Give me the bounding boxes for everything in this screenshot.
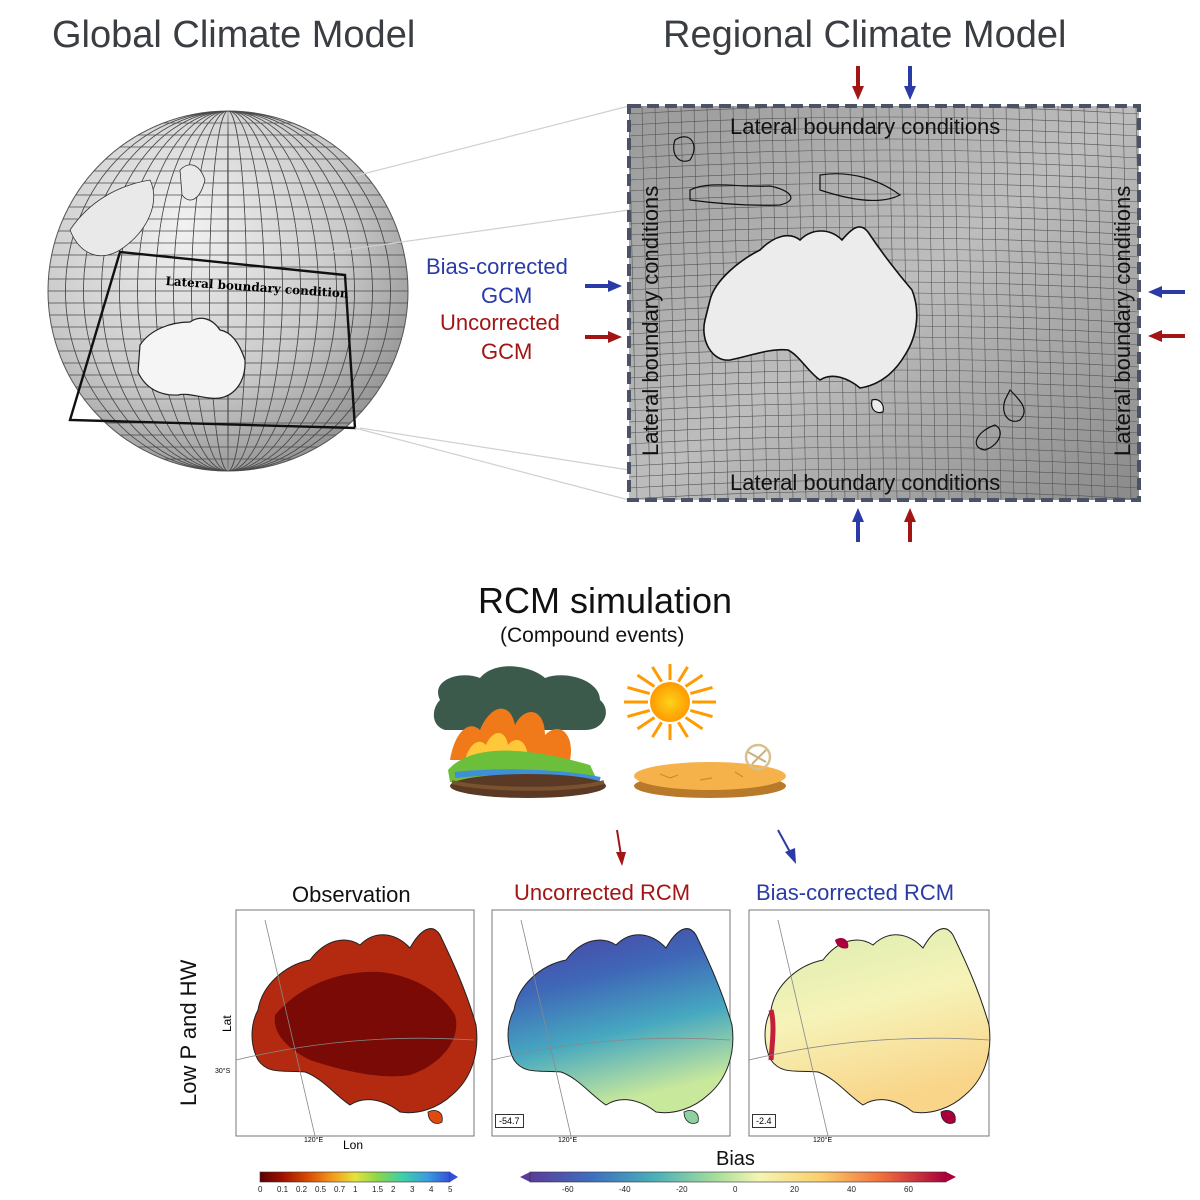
bias-colorbar-tick: -40 (619, 1185, 631, 1194)
bias-colorbar-label: Bias (716, 1148, 755, 1170)
lbc-bottom-label: Lateral boundary conditions (730, 470, 1001, 495)
observation-colorbar-tick: 0.2 (296, 1185, 308, 1194)
observation-colorbar-tick: 3 (410, 1185, 415, 1194)
row-label: Low P and HW (176, 959, 201, 1106)
wildfire-icon (433, 666, 606, 798)
bias-colorbar-tick: 60 (904, 1185, 913, 1194)
gcm-title: Global Climate Model (52, 14, 416, 56)
lon-axis-label: Lon (343, 1138, 364, 1152)
observation-title: Observation (292, 882, 411, 907)
drought-icon (624, 664, 786, 798)
right-arrows (1148, 286, 1185, 342)
observation-colorbar (259, 1171, 458, 1183)
bias-corrected-rcm-map (748, 909, 991, 1137)
rcm-simulation-subtitle: (Compound events) (500, 624, 685, 647)
uncorrected-rcm-map (491, 909, 734, 1137)
left-arrows (585, 280, 622, 343)
lon-tick-label-uncorrected: 120°E (558, 1137, 578, 1144)
bias-corrected-gcm-label-line1: Bias-corrected (426, 254, 568, 279)
map-arrows (616, 829, 796, 866)
observation-colorbar-tick: 0.1 (277, 1185, 289, 1194)
rcm-domain-map (627, 104, 1141, 502)
uncorrected-gcm-label-line2: GCM (481, 339, 533, 364)
bottom-arrows (852, 508, 916, 542)
zoom-lines (329, 105, 630, 501)
observation-colorbar-tick: 0 (258, 1185, 263, 1194)
rcm-simulation-title: RCM simulation (478, 580, 733, 621)
bias-corrected-bias-value: -2.4 (752, 1114, 776, 1128)
lbc-left-label: Lateral boundary conditions (638, 185, 663, 456)
bias-colorbar-tick: 40 (847, 1185, 856, 1194)
lat-tick-label: 30°S (215, 1068, 231, 1075)
observation-colorbar-tick: 1 (353, 1185, 358, 1194)
bias-colorbar-tick: -20 (676, 1185, 688, 1194)
observation-colorbar-tick: 1.5 (372, 1185, 384, 1194)
lat-axis-label: Lat (220, 1015, 234, 1032)
uncorrected-bias-value: -54.7 (495, 1114, 524, 1128)
uncorrected-rcm-title: Uncorrected RCM (514, 880, 691, 905)
lon-tick-label-obs: 120°E (304, 1137, 324, 1144)
observation-colorbar-tick: 4 (429, 1185, 434, 1194)
observation-colorbar-tick: 2 (391, 1185, 396, 1194)
gcm-globe (47, 110, 409, 472)
observation-map (235, 909, 478, 1137)
bias-colorbar-tick: -60 (562, 1185, 574, 1194)
lbc-top-label: Lateral boundary conditions (730, 114, 1001, 139)
lbc-right-label: Lateral boundary conditions (1110, 185, 1135, 456)
observation-colorbar-tick: 0.5 (315, 1185, 327, 1194)
bias-colorbar (520, 1171, 956, 1183)
bias-corrected-rcm-title: Bias-corrected RCM (756, 880, 955, 905)
lon-tick-label-bias-corrected: 120°E (813, 1137, 833, 1144)
observation-colorbar-tick: 0.7 (334, 1185, 346, 1194)
bias-colorbar-tick: 0 (733, 1185, 738, 1194)
observation-colorbar-tick: 5 (448, 1185, 453, 1194)
top-arrows (852, 66, 916, 100)
bias-colorbar-tick: 20 (790, 1185, 799, 1194)
bias-corrected-gcm-label-line2: GCM (481, 283, 533, 308)
rcm-title: Regional Climate Model (663, 14, 1067, 56)
uncorrected-gcm-label-line1: Uncorrected (440, 310, 560, 335)
